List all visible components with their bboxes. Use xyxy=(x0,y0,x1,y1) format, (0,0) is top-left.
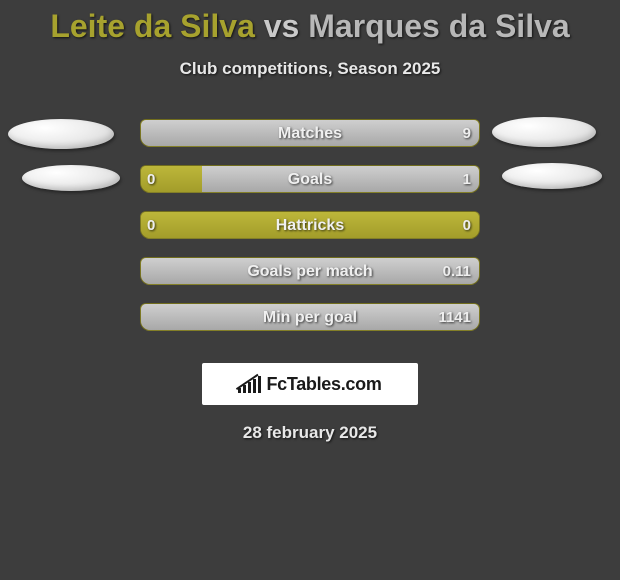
logo-text: FcTables.com xyxy=(266,374,381,395)
logo-badge: FcTables.com xyxy=(202,363,418,405)
stat-bar: 1141Min per goal xyxy=(140,303,480,331)
date-label: 28 february 2025 xyxy=(0,423,620,443)
stat-label: Goals per match xyxy=(141,258,479,285)
stat-row: 0.11Goals per match xyxy=(0,257,620,289)
logo-bars-icon xyxy=(238,375,262,393)
player2-name: Marques da Silva xyxy=(308,8,569,44)
player1-name: Leite da Silva xyxy=(50,8,255,44)
stat-row: 1141Min per goal xyxy=(0,303,620,335)
page-title: Leite da Silva vs Marques da Silva xyxy=(0,0,620,45)
player2-photo-placeholder xyxy=(492,117,596,147)
stat-label: Goals xyxy=(141,166,479,193)
stat-bar: 00Hattricks xyxy=(140,211,480,239)
vs-label: vs xyxy=(264,8,300,44)
player1-photo-placeholder xyxy=(22,165,120,191)
subtitle: Club competitions, Season 2025 xyxy=(0,59,620,79)
comparison-bars: 9Matches 01Goals 00Hattricks 0.11Goals per … xyxy=(0,119,620,335)
stat-label: Hattricks xyxy=(141,212,479,239)
player2-photo-placeholder xyxy=(502,163,602,189)
stat-bar: 9Matches xyxy=(140,119,480,147)
stat-bar: 0.11Goals per match xyxy=(140,257,480,285)
stat-label: Min per goal xyxy=(141,304,479,331)
player1-photo-placeholder xyxy=(8,119,114,149)
stat-label: Matches xyxy=(141,120,479,147)
stat-bar: 01Goals xyxy=(140,165,480,193)
stat-row: 00Hattricks xyxy=(0,211,620,243)
